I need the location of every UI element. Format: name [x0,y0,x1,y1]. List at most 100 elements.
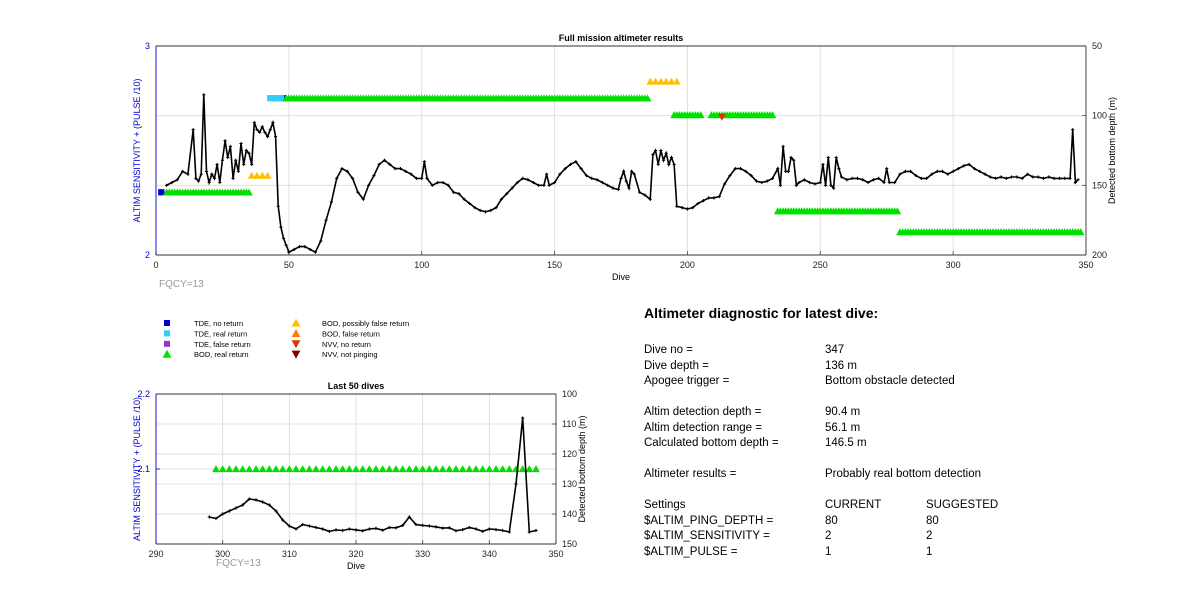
depth-point [744,169,748,173]
depth-point [831,186,836,190]
marker [258,465,267,473]
depth-point [276,204,280,208]
diag-value: 146.5 m [825,437,867,449]
marker [378,465,387,473]
diag-label: Altimeter results = [644,468,737,480]
depth-point [457,192,461,196]
depth-point [1036,175,1040,179]
depth-point [381,528,385,532]
depth-point [236,169,240,173]
depth-point [367,527,371,531]
depth-point [461,528,465,532]
depth-point [186,172,190,176]
depth-point [334,528,338,532]
depth-point [212,176,217,180]
depth-point [1004,176,1008,180]
fqcy-annotation: FQCY=13 [159,279,204,290]
depth-point [281,236,286,240]
depth-point [845,178,849,182]
setting-current: 80 [825,514,838,527]
depth-point [978,169,982,173]
depth-point [515,180,519,185]
depth-point [685,207,690,211]
depth-point [962,164,966,168]
depth-point [234,158,238,162]
y-right-axis-label: Detected bottom depth (m) [577,415,587,522]
marker [418,465,427,473]
diag-row-bottom-depth: Calculated bottom depth = 146.5 m [644,436,1164,452]
depth-point [619,176,623,180]
y-right-tick-label: 200 [1092,250,1107,260]
marker [345,465,354,473]
depth-point [786,169,790,173]
depth-point [501,528,505,533]
fqcy-annotation: FQCY=13 [216,558,261,569]
marker [893,207,902,215]
depth-point [877,176,881,180]
marker [312,465,320,473]
y-left-tick-label: 2.1 [137,464,150,474]
marker [412,465,420,473]
depth-point [271,121,275,125]
depth-point [818,180,822,185]
depth-point [297,245,302,249]
legend-label: NVV, no return [322,340,371,349]
marker [252,465,260,473]
depth-point [441,180,445,185]
diag-label: Calculated bottom depth = [644,437,779,449]
depth-point [215,162,219,167]
depth-point [314,525,318,530]
depth-point [268,128,272,132]
depth-point [808,180,812,185]
diag-row-detection-depth: Altim detection depth = 90.4 m [644,405,1164,421]
x-tick-label: 50 [284,260,294,270]
y-left-tick-label: 2.2 [137,389,150,399]
marker [253,171,261,179]
marker [452,465,460,473]
depth-point [1052,176,1056,180]
marker [292,465,300,473]
marker [238,465,247,473]
depth-point [347,527,351,531]
settings-row-pulse: $ALTIM_PULSE = 1 1 [644,545,1164,561]
y-right-tick-label: 50 [1092,41,1102,51]
depth-point [279,225,283,229]
depth-point [855,176,860,180]
depth-point [834,155,838,160]
depth-point [1025,172,1030,176]
depth-point [204,169,209,173]
marker [298,465,307,473]
series-nvv-no-return [718,113,726,121]
settings-row-ping-depth: $ALTIM_PING_DEPTH = 80 80 [644,514,1164,530]
depth-point [226,155,230,160]
series-tde-real-return [267,95,285,102]
depth-point [494,206,498,210]
depth-point [499,197,504,201]
depth-point [247,497,251,501]
marker [768,111,777,119]
depth-point [487,527,491,531]
depth-point [568,162,573,167]
x-tick-label: 200 [680,260,695,270]
depth-point [781,144,785,148]
depth-point [324,218,328,222]
x-tick-label: 300 [946,260,961,270]
depth-point [545,172,549,176]
marker [505,465,514,473]
series-bod-real-return [162,94,1085,236]
depth-point [165,183,169,187]
depth-point [447,526,451,530]
depth-point [446,183,450,187]
marker [212,465,220,473]
marker [325,465,334,473]
depth-point [667,162,671,167]
depth-point [837,167,841,171]
depth-point [723,182,727,186]
depth-point [526,178,530,182]
depth-point [839,175,844,179]
plot-area [156,46,1086,255]
settings-header-current: CURRENT [825,499,882,511]
depth-point [1073,180,1077,185]
depth-point [247,151,251,155]
